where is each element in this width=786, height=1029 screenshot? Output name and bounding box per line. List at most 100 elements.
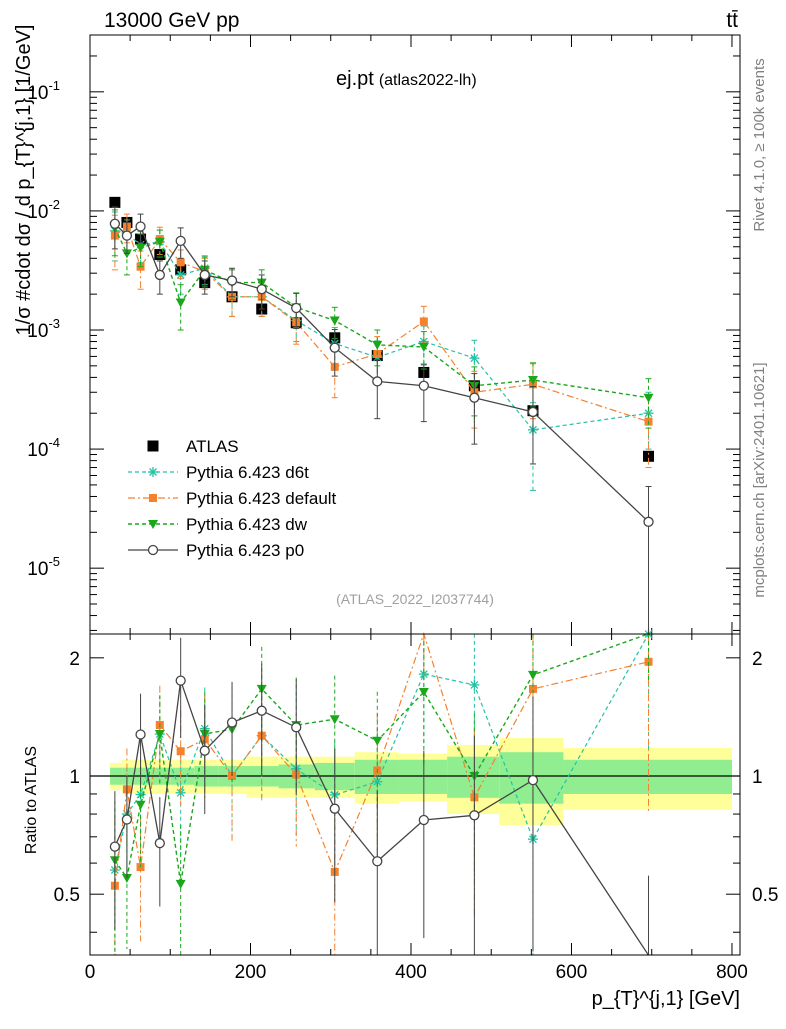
plot-title: ej.pt (atlas2022-lh) [336, 68, 477, 90]
series-p0-main [109, 206, 654, 634]
y-tick-label: 10-4 [27, 435, 60, 461]
x-tick-label: 600 [556, 962, 588, 983]
dw-point [135, 243, 146, 253]
d6t-ratio-point [469, 679, 480, 690]
p0-ratio-point [418, 814, 429, 826]
p0-point [154, 269, 165, 281]
dw-ratio-point [121, 873, 132, 883]
y-axis-title-main: 1/σ #cdot dσ / d p_{T}^{j,1} [1/GeV] [13, 25, 35, 336]
p0-point [291, 302, 302, 314]
side-site-label: mcplots.cern.ch [arXiv:2401.10621] [751, 362, 768, 597]
dw-ratio-point [175, 879, 186, 889]
ratio-panel-frame [89, 633, 741, 956]
default-point [176, 258, 185, 267]
dw-ratio-point [372, 736, 383, 746]
y-axis-title-ratio: Ratio to ATLAS [23, 746, 40, 854]
ratio-y-tick-label: 0.5 [54, 885, 80, 906]
p0-point [226, 275, 238, 286]
p0-point [175, 235, 186, 247]
p0-point [109, 218, 121, 229]
legend-item-d6t: Pythia 6.423 d6t [128, 463, 309, 482]
ratio-y-tick-label-right: 2 [752, 649, 763, 670]
legend-item-dw: Pythia 6.423 dw [128, 515, 308, 534]
legend-item-p0: Pythia 6.423 p0 [128, 541, 304, 560]
ratio-band-inner [398, 759, 448, 794]
legend-label: Pythia 6.423 d6t [186, 463, 309, 482]
dw-ratio-point [154, 730, 165, 740]
side-rivet-label: Rivet 4.1.0, ≥ 100k events [751, 58, 768, 231]
p0-ratio-point [469, 810, 480, 821]
y-tick-label: 10-3 [27, 316, 60, 342]
dw-ratio-point [135, 800, 146, 810]
watermark-id: (ATLAS_2022_I2037744) [336, 591, 494, 607]
observable-name: ej.pt [336, 68, 374, 90]
dw-point [418, 342, 429, 352]
dw-ratio-point [527, 670, 538, 680]
legend-label: Pythia 6.423 default [186, 489, 337, 508]
p0-ratio-point [372, 856, 383, 867]
ratio-y-tick-label-right: 1 [752, 767, 763, 788]
y-tick-label: 10-2 [27, 197, 60, 223]
x-axis-title: p_{T}^{j,1} [GeV] [592, 988, 740, 1010]
x-tick-label: 400 [395, 962, 427, 983]
p0-ratio-point [121, 814, 133, 825]
p0-point [135, 221, 146, 232]
x-tick-label: 200 [235, 962, 267, 983]
legend: ATLAS Pythia 6.423 d6t Pythia 6.423 defaul… [128, 437, 337, 560]
dw-point [329, 316, 340, 326]
y-tick-label: 10-5 [27, 554, 60, 580]
x-tick-label: 800 [716, 962, 748, 983]
p0-point [527, 406, 539, 418]
ratio-y-tick-label: 1 [69, 767, 80, 788]
legend-label: Pythia 6.423 p0 [186, 541, 304, 560]
p0-point [643, 516, 654, 527]
dw-point [372, 340, 383, 350]
p0-point [469, 392, 480, 403]
dw-ratio-point [418, 688, 429, 698]
dw-ratio-point [329, 715, 340, 725]
legend-label: Pythia 6.423 dw [186, 515, 308, 534]
dw-point [175, 298, 186, 308]
p0-point [199, 269, 210, 281]
legend-marker-p0 [147, 544, 159, 556]
axes-ticks: 0 200 400 600 800 10-1 10-2 10-3 10-4 10-5 0.5 0.5 1… [27, 35, 778, 983]
x-tick-label: 0 [85, 962, 96, 983]
y-tick-label: 10-1 [27, 78, 60, 104]
legend-label: ATLAS [186, 437, 239, 456]
series-p0-ratio [109, 637, 650, 956]
p0-ratio-point [256, 705, 267, 716]
p0-point [418, 380, 429, 391]
p0-ratio-point [109, 841, 121, 852]
default-ratio-point [644, 657, 653, 666]
analysis-tag: (atlas2022-lh) [379, 72, 477, 89]
d6t-point [469, 353, 480, 364]
legend-marker-atlas [147, 440, 159, 452]
process-label: tt̄ [726, 9, 738, 32]
p0-ratio-point [199, 745, 210, 756]
p0-ratio-point [527, 774, 539, 786]
p0-ratio-point [226, 717, 238, 728]
ratio-y-tick-label: 2 [69, 649, 80, 670]
p0-ratio-point [291, 722, 302, 733]
p0-ratio-point [175, 675, 186, 686]
p0-ratio-point [135, 729, 146, 740]
legend-item-default: Pythia 6.423 default [128, 489, 337, 508]
dw-point [527, 376, 538, 386]
p0-ratio-point [154, 838, 165, 849]
energy-label: 13000 GeV pp [104, 9, 239, 32]
dw-point [154, 237, 165, 247]
default-ratio-point [176, 747, 185, 756]
legend-marker-default [149, 494, 157, 502]
legend-marker-d6t [148, 467, 158, 477]
default-point [419, 317, 428, 326]
data-series [109, 196, 655, 956]
atlas-point [643, 450, 655, 462]
atlas-point [109, 196, 121, 208]
p0-point [256, 284, 267, 295]
ratio-band-inner [563, 759, 732, 794]
p0-ratio-point [329, 803, 340, 814]
dw-point [643, 393, 654, 403]
p0-point [372, 376, 383, 387]
